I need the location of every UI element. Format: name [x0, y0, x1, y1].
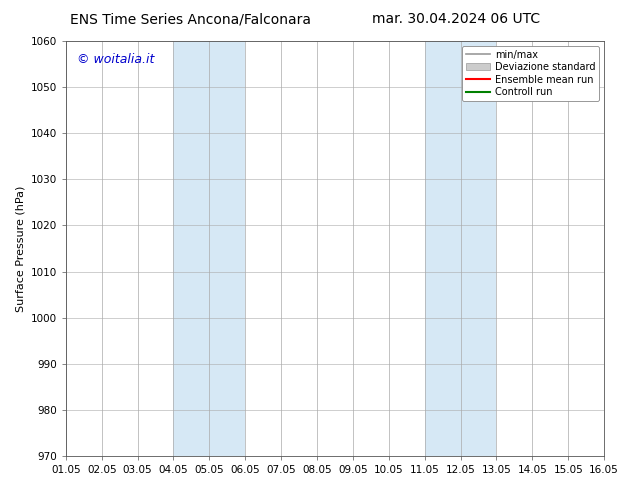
Bar: [174, 41, 245, 456]
Text: © woitalia.it: © woitalia.it: [77, 53, 154, 67]
Y-axis label: Surface Pressure (hPa): Surface Pressure (hPa): [15, 185, 25, 312]
Legend: min/max, Deviazione standard, Ensemble mean run, Controll run: min/max, Deviazione standard, Ensemble m…: [462, 46, 599, 101]
Bar: [425, 41, 496, 456]
Text: mar. 30.04.2024 06 UTC: mar. 30.04.2024 06 UTC: [372, 12, 541, 26]
Text: ENS Time Series Ancona/Falconara: ENS Time Series Ancona/Falconara: [70, 12, 311, 26]
